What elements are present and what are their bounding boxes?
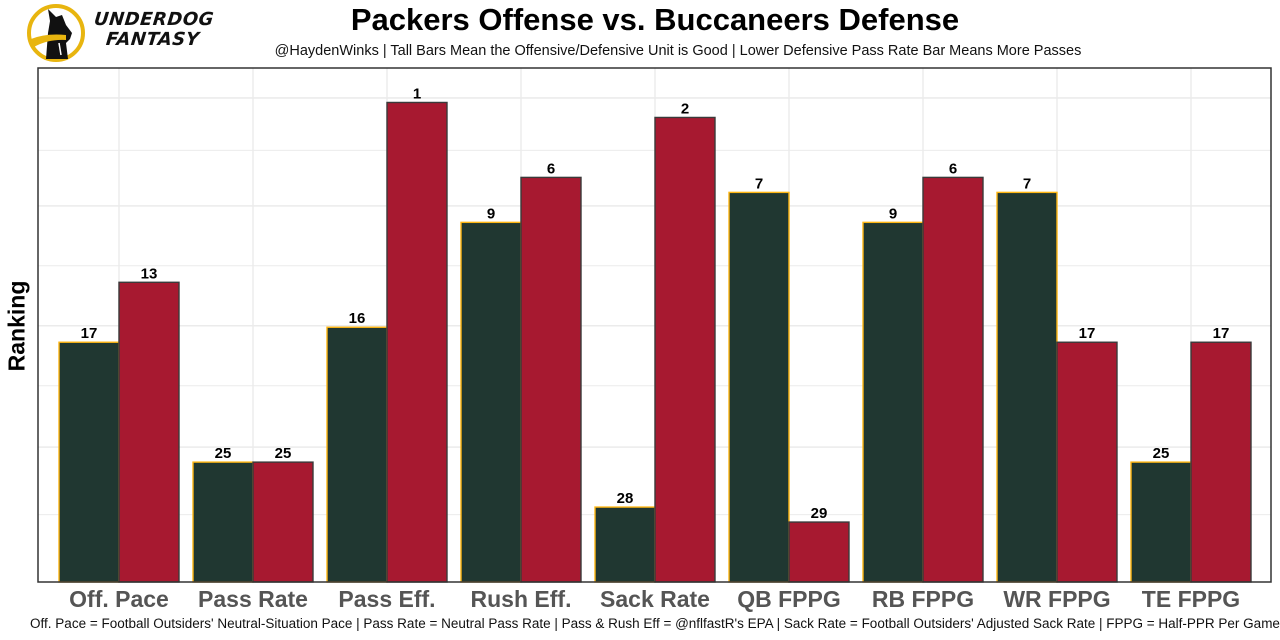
underdog-dog-logo-icon [27,4,85,62]
data-label-defense: 29 [811,505,828,522]
bar-buccaneers-defense [922,176,984,583]
bar-buccaneers-defense [520,176,582,583]
bar-packers-offense [192,461,254,583]
data-label-offense: 28 [617,490,634,507]
data-label-defense: 2 [681,100,689,117]
chart-subtitle: @HaydenWinks | Tall Bars Mean the Offens… [274,43,1082,59]
chart-title: Packers Offense vs. Buccaneers Defense [350,2,960,37]
plot-border [37,67,1272,583]
data-label-offense: 7 [755,175,763,192]
x-tick-label: WR FPPG [1003,586,1110,612]
bar-packers-offense [460,221,522,583]
chart-caption: Off. Pace = Football Outsiders' Neutral-… [30,616,1280,631]
data-label-defense: 1 [413,85,421,102]
x-tick-label: Pass Rate [198,586,308,612]
bar-packers-offense [594,506,656,583]
x-tick-label: TE FPPG [1142,586,1240,612]
data-label-defense: 6 [547,160,555,177]
bar-buccaneers-defense [118,281,180,583]
bar-packers-offense [58,341,120,583]
data-label-offense: 16 [349,310,366,327]
x-tick-label: Off. Pace [69,586,169,612]
data-label-offense: 9 [487,205,495,222]
data-label-offense: 7 [1023,175,1031,192]
x-tick-label: Sack Rate [600,586,710,612]
bar-buccaneers-defense [654,116,716,583]
x-tick-label: Pass Eff. [338,586,435,612]
x-tick-label: Rush Eff. [471,586,572,612]
bar-buccaneers-defense [386,101,448,583]
data-label-defense: 13 [141,265,158,282]
bar-packers-offense [862,221,924,583]
bar-buccaneers-defense [788,521,850,583]
bar-packers-offense [1130,461,1192,583]
underdog-logo [26,3,86,63]
data-label-offense: 9 [889,205,897,222]
bar-buccaneers-defense [1190,341,1252,583]
bar-packers-offense [728,191,790,583]
data-label-offense: 17 [81,325,98,342]
data-label-defense: 17 [1213,325,1230,342]
data-labels: 17 13 25 25 16 1 9 6 28 2 7 29 9 6 7 17 25 17 [81,85,1230,522]
bar-buccaneers-defense [1056,341,1118,583]
x-tick-label: RB FPPG [872,586,974,612]
data-label-defense: 6 [949,160,957,177]
bar-packers-offense [326,326,388,583]
bar-packers-offense [996,191,1058,583]
data-label-defense: 17 [1079,325,1096,342]
x-tick-label: QB FPPG [737,586,841,612]
data-label-offense: 25 [1153,445,1170,462]
data-label-offense: 25 [215,445,232,462]
bar-buccaneers-defense [252,461,314,583]
data-label-defense: 25 [275,445,292,462]
x-tick-labels: Off. Pace Pass Rate Pass Eff. Rush Eff. Sack… [69,586,1240,612]
